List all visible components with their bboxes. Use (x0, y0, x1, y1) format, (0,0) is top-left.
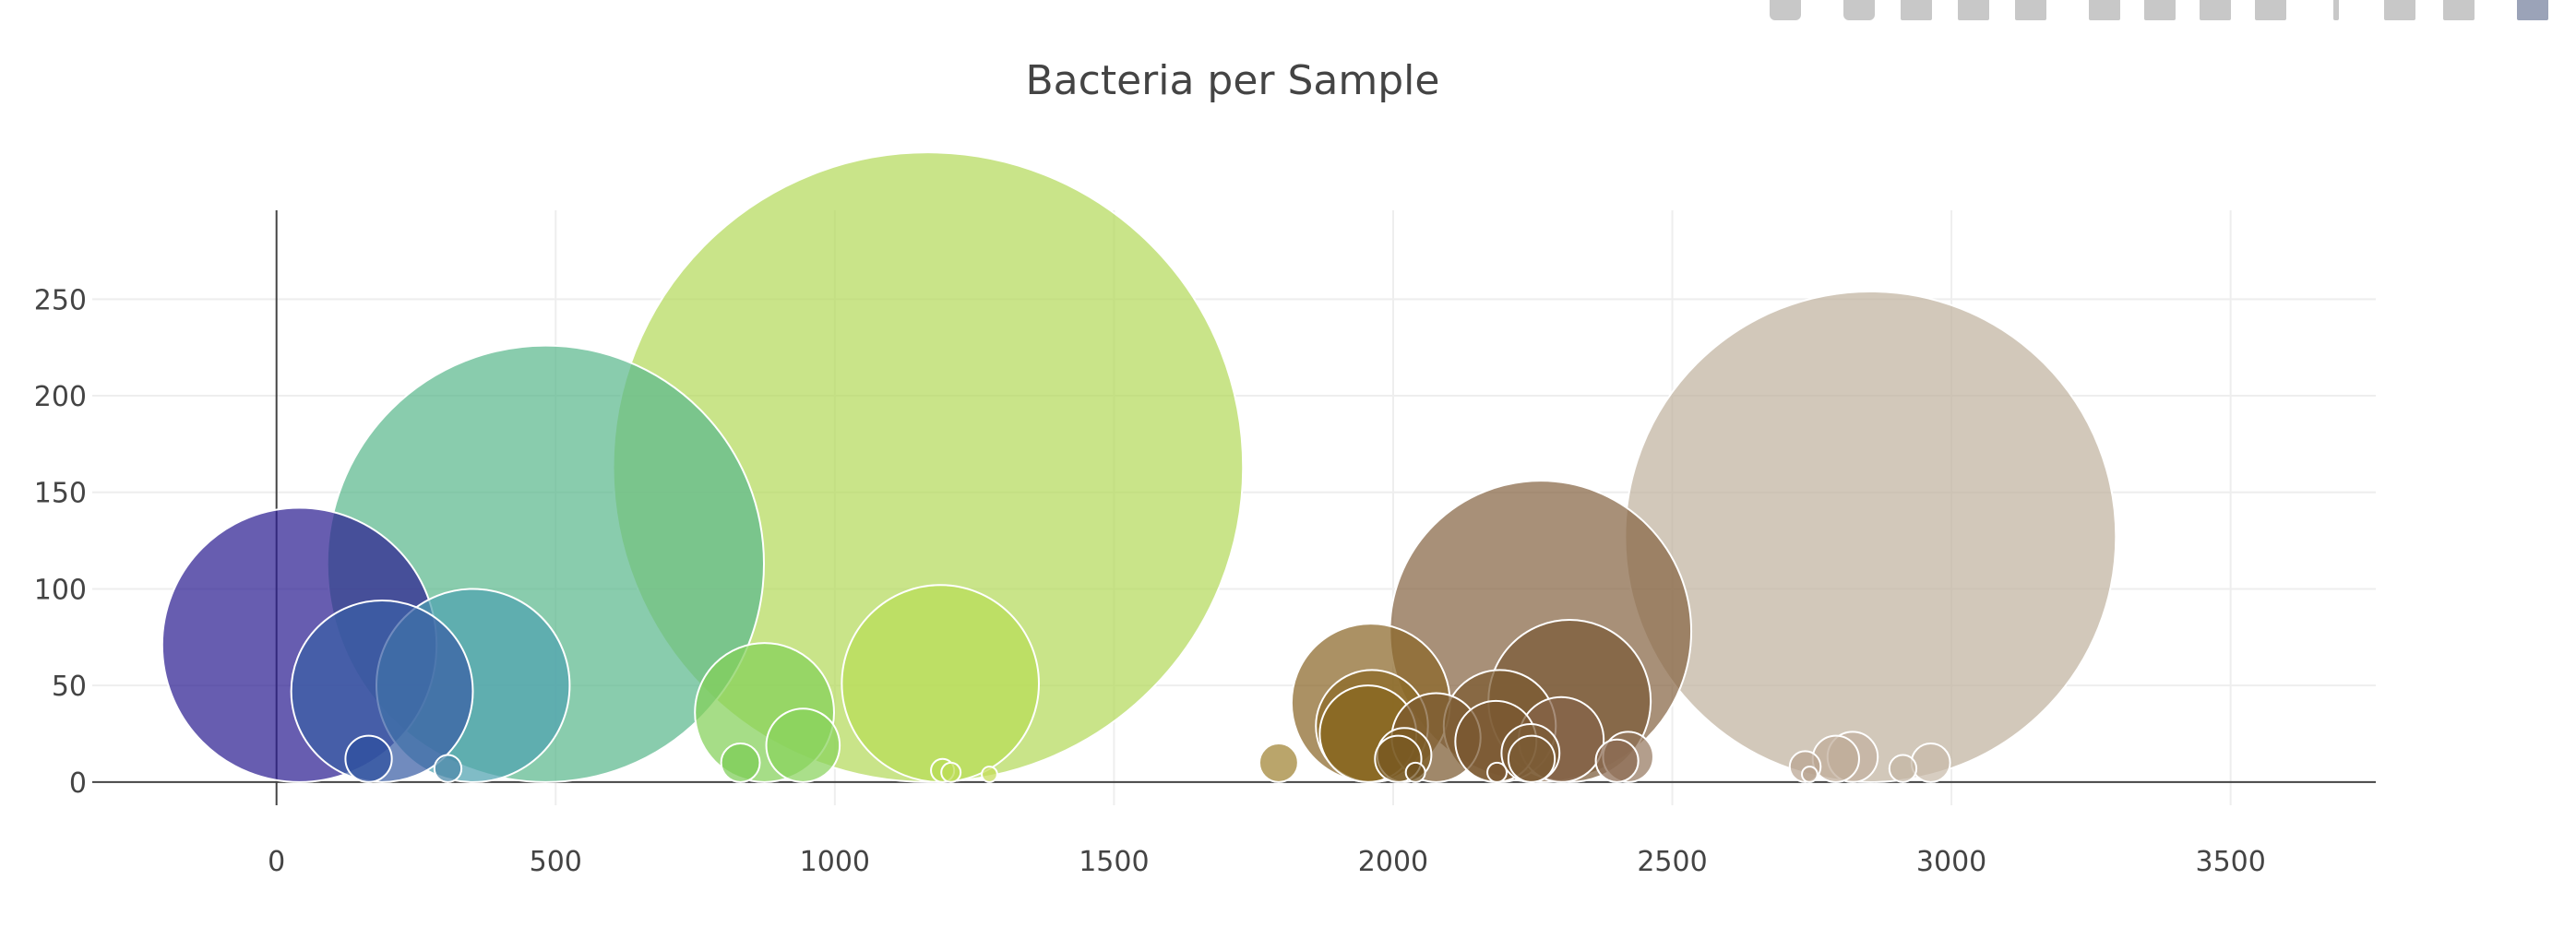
y-tick-label: 150 (34, 478, 87, 510)
y-tick-label: 200 (34, 381, 87, 413)
y-tick-label: 100 (34, 574, 87, 606)
bubble-marker[interactable] (1404, 761, 1426, 783)
y-tick-label: 0 (69, 767, 87, 800)
zoom-icon[interactable] (1843, 0, 1875, 20)
bubble-marker[interactable] (765, 707, 841, 783)
y-tick-label: 250 (34, 284, 87, 316)
x-tick-label: 3000 (1916, 846, 1986, 878)
zoom-out-icon[interactable] (2144, 0, 2176, 20)
bubble-marker[interactable] (1486, 761, 1508, 783)
x-tick-label: 1000 (800, 846, 870, 878)
plotly-logo-icon[interactable] (2517, 0, 2548, 20)
bubble-marker[interactable] (940, 761, 962, 783)
autoscale-icon[interactable] (2200, 0, 2231, 20)
bubble-marker[interactable] (1801, 766, 1819, 783)
box-select-icon[interactable] (1958, 0, 1989, 20)
x-axis-tick-labels: 0 500 1000 1500 2000 2500 3000 3500 (268, 846, 2266, 878)
bubble-marker[interactable] (433, 754, 463, 783)
camera-icon[interactable] (1770, 0, 1801, 20)
bubble-marker[interactable] (1811, 734, 1860, 783)
x-tick-label: 1500 (1079, 846, 1149, 878)
lasso-select-icon[interactable] (2015, 0, 2046, 20)
x-tick-label: 2000 (1358, 846, 1428, 878)
zoom-in-icon[interactable] (2089, 0, 2120, 20)
bubble-marker[interactable] (981, 766, 998, 783)
bubble-marker[interactable] (344, 734, 393, 783)
hover-closest-icon[interactable] (2384, 0, 2415, 20)
pan-icon[interactable] (1901, 0, 1932, 20)
bubble-marker[interactable] (841, 584, 1041, 783)
x-tick-label: 2500 (1637, 846, 1707, 878)
chart-title: Bacteria per Sample (1026, 57, 1440, 104)
bubble-marker[interactable] (1258, 742, 1299, 783)
bubble-marker[interactable] (1507, 734, 1556, 783)
bubble-marker[interactable] (1594, 738, 1640, 783)
x-tick-label: 3500 (2195, 846, 2265, 878)
bubble-marker[interactable] (1624, 290, 2117, 783)
spike-lines-icon[interactable] (2333, 0, 2339, 20)
bubbles (161, 151, 2117, 783)
bubble-marker[interactable] (720, 742, 761, 783)
bubble-marker[interactable] (290, 600, 474, 783)
reset-axes-icon[interactable] (2255, 0, 2286, 20)
hover-compare-icon[interactable] (2443, 0, 2475, 20)
bubble-marker[interactable] (1910, 742, 1951, 783)
y-tick-label: 50 (52, 671, 87, 703)
x-tick-label: 0 (268, 846, 285, 878)
bubble-marker[interactable] (1888, 754, 1918, 783)
modebar (1770, 0, 2548, 20)
x-tick-label: 500 (530, 846, 582, 878)
y-axis-tick-labels: 0 50 100 150 200 250 (34, 284, 87, 800)
